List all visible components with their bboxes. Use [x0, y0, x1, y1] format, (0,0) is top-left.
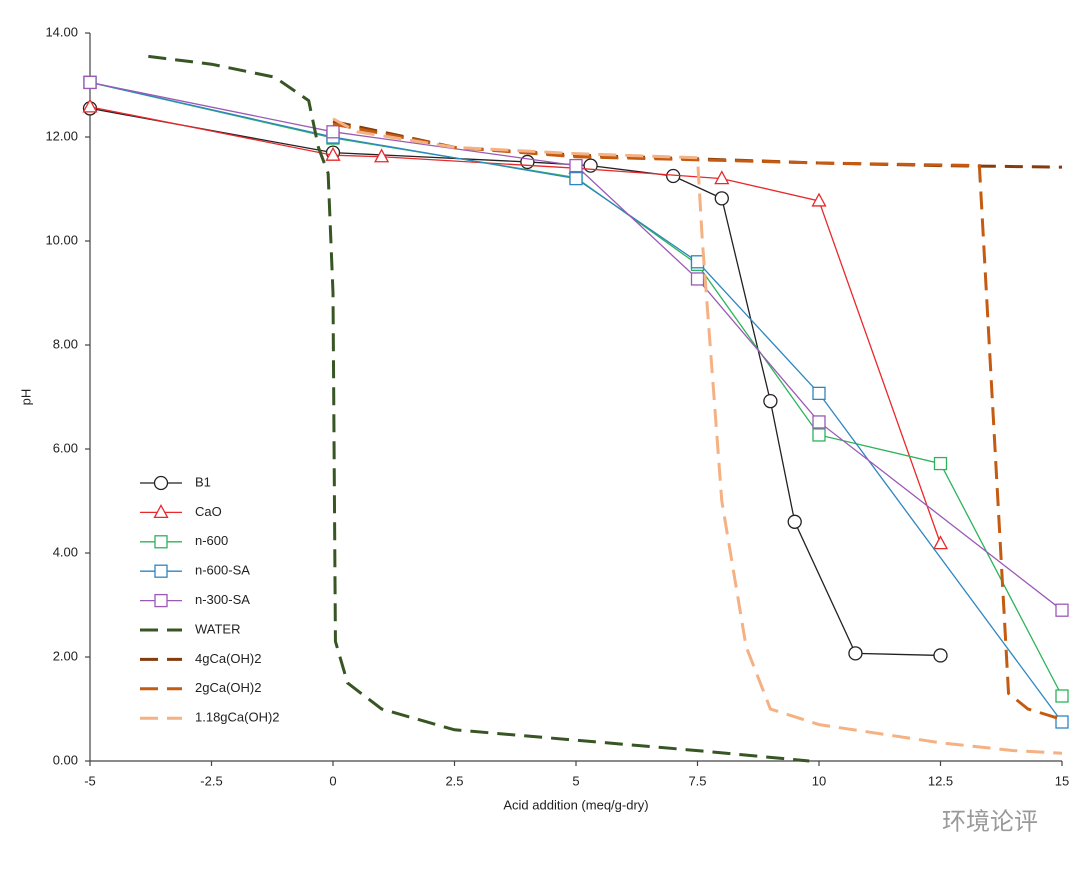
series-line — [148, 54, 810, 763]
legend-label: n-600 — [195, 533, 228, 548]
marker — [812, 428, 826, 442]
series-line — [332, 122, 1063, 721]
legend-label: B1 — [195, 474, 211, 489]
x-tick-label: 0 — [329, 773, 336, 788]
legend-label: 4gCa(OH)2 — [195, 651, 261, 666]
x-tick-label: 7.5 — [688, 773, 706, 788]
x-tick-label: -5 — [84, 773, 96, 788]
y-tick-label: 14.00 — [45, 24, 78, 39]
marker — [690, 272, 705, 286]
marker — [690, 255, 705, 269]
marker — [374, 148, 390, 163]
series-line — [332, 117, 1063, 755]
marker — [714, 191, 729, 206]
series-line — [89, 81, 1063, 723]
series-line — [89, 81, 1063, 611]
marker — [569, 171, 583, 186]
watermark: 环境论评 — [942, 808, 1038, 835]
legend-label: n-600-SA — [195, 563, 250, 578]
marker — [1055, 689, 1069, 703]
y-tick-label: 0.00 — [53, 752, 78, 767]
y-tick-label: 8.00 — [53, 336, 78, 351]
marker — [1055, 603, 1069, 617]
marker — [811, 192, 827, 207]
marker — [325, 146, 341, 161]
marker — [154, 593, 168, 608]
marker — [82, 98, 98, 113]
marker — [812, 386, 826, 401]
series-line — [89, 106, 942, 544]
marker — [812, 415, 826, 429]
x-tick-label: 15 — [1055, 773, 1069, 788]
marker — [932, 535, 949, 550]
marker — [153, 475, 169, 491]
y-tick-label: 4.00 — [53, 544, 78, 559]
y-tick-label: 10.00 — [45, 232, 78, 247]
marker — [83, 75, 97, 90]
marker — [714, 170, 730, 185]
marker — [154, 535, 168, 549]
x-axis-title: Acid addition (meq/g-dry) — [503, 797, 648, 812]
marker — [569, 158, 583, 173]
marker — [154, 564, 168, 578]
x-tick-label: -2.5 — [200, 773, 222, 788]
x-tick-label: 10 — [812, 773, 826, 788]
marker — [763, 394, 778, 409]
x-tick-label: 12.5 — [928, 773, 953, 788]
marker — [326, 125, 340, 139]
marker — [933, 648, 948, 663]
legend-label: CaO — [195, 504, 222, 519]
marker — [520, 154, 535, 170]
y-tick-label: 2.00 — [53, 648, 78, 663]
y-tick-label: 6.00 — [53, 440, 78, 455]
marker — [153, 504, 169, 519]
legend-label: 1.18gCa(OH)2 — [195, 710, 280, 725]
marker — [933, 456, 948, 471]
legend-label: n-300-SA — [195, 592, 250, 607]
x-tick-label: 2.5 — [445, 773, 463, 788]
marker — [787, 514, 802, 529]
x-tick-label: 5 — [572, 773, 579, 788]
y-tick-label: 12.00 — [45, 128, 78, 143]
legend-label: 2gCa(OH)2 — [195, 680, 261, 695]
marker — [1055, 715, 1069, 729]
series-line — [89, 107, 941, 657]
y-axis-title: pH — [18, 389, 33, 406]
legend-label: WATER — [195, 621, 241, 636]
marker — [848, 646, 863, 661]
